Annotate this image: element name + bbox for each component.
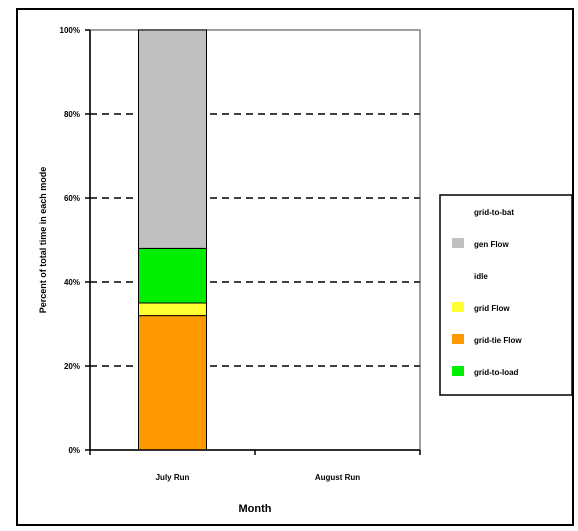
y-axis-ticks: 0% 20% 40% 60% 80% 100% bbox=[60, 26, 90, 455]
legend-label: idle bbox=[474, 272, 488, 281]
bar-segment bbox=[138, 302, 207, 317]
y-tick-label: 40% bbox=[64, 278, 80, 287]
y-tick-label: 20% bbox=[64, 362, 80, 371]
legend-label: gen Flow bbox=[474, 240, 509, 249]
y-tick-label: 100% bbox=[60, 26, 80, 35]
bar-segment bbox=[138, 247, 207, 304]
legend: grid-to-bat gen Flow idle grid Flow grid-tie… bbox=[452, 206, 522, 377]
y-axis-title: Percent of total time in each mode bbox=[38, 167, 48, 314]
bar-segment bbox=[138, 29, 207, 249]
y-tick-label: 0% bbox=[68, 446, 80, 455]
legend-label: grid Flow bbox=[474, 304, 510, 313]
legend-label: grid-tie Flow bbox=[474, 336, 522, 345]
bar-segment bbox=[138, 315, 207, 451]
x-tick-label: July Run bbox=[156, 473, 190, 482]
legend-swatch bbox=[452, 206, 464, 216]
legend-label: grid-to-load bbox=[474, 368, 519, 377]
legend-swatch bbox=[452, 366, 464, 376]
legend-label: grid-to-bat bbox=[474, 208, 514, 217]
legend-swatch bbox=[452, 238, 464, 248]
x-tick-label: August Run bbox=[315, 473, 360, 482]
y-tick-label: 80% bbox=[64, 110, 80, 119]
bars bbox=[138, 29, 207, 451]
legend-swatch bbox=[452, 270, 464, 280]
x-axis-title: Month bbox=[239, 503, 272, 515]
legend-swatch bbox=[452, 302, 464, 312]
y-tick-label: 60% bbox=[64, 194, 80, 203]
x-axis-ticks: July Run August Run bbox=[89, 450, 421, 482]
legend-swatch bbox=[452, 334, 464, 344]
legend-box bbox=[439, 194, 573, 396]
